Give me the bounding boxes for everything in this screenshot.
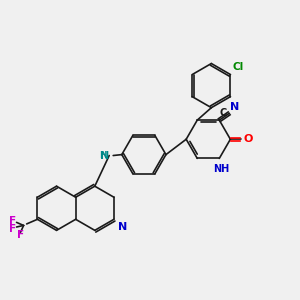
Text: N: N: [100, 151, 109, 160]
Text: O: O: [243, 134, 253, 144]
Text: F: F: [9, 224, 16, 233]
Text: NH: NH: [213, 164, 229, 174]
Text: C: C: [219, 108, 226, 118]
Text: N: N: [230, 102, 240, 112]
Text: H: H: [99, 151, 106, 160]
Text: Cl: Cl: [233, 62, 244, 72]
Text: F: F: [9, 216, 16, 226]
Text: F: F: [17, 230, 24, 240]
Text: N: N: [118, 222, 127, 232]
